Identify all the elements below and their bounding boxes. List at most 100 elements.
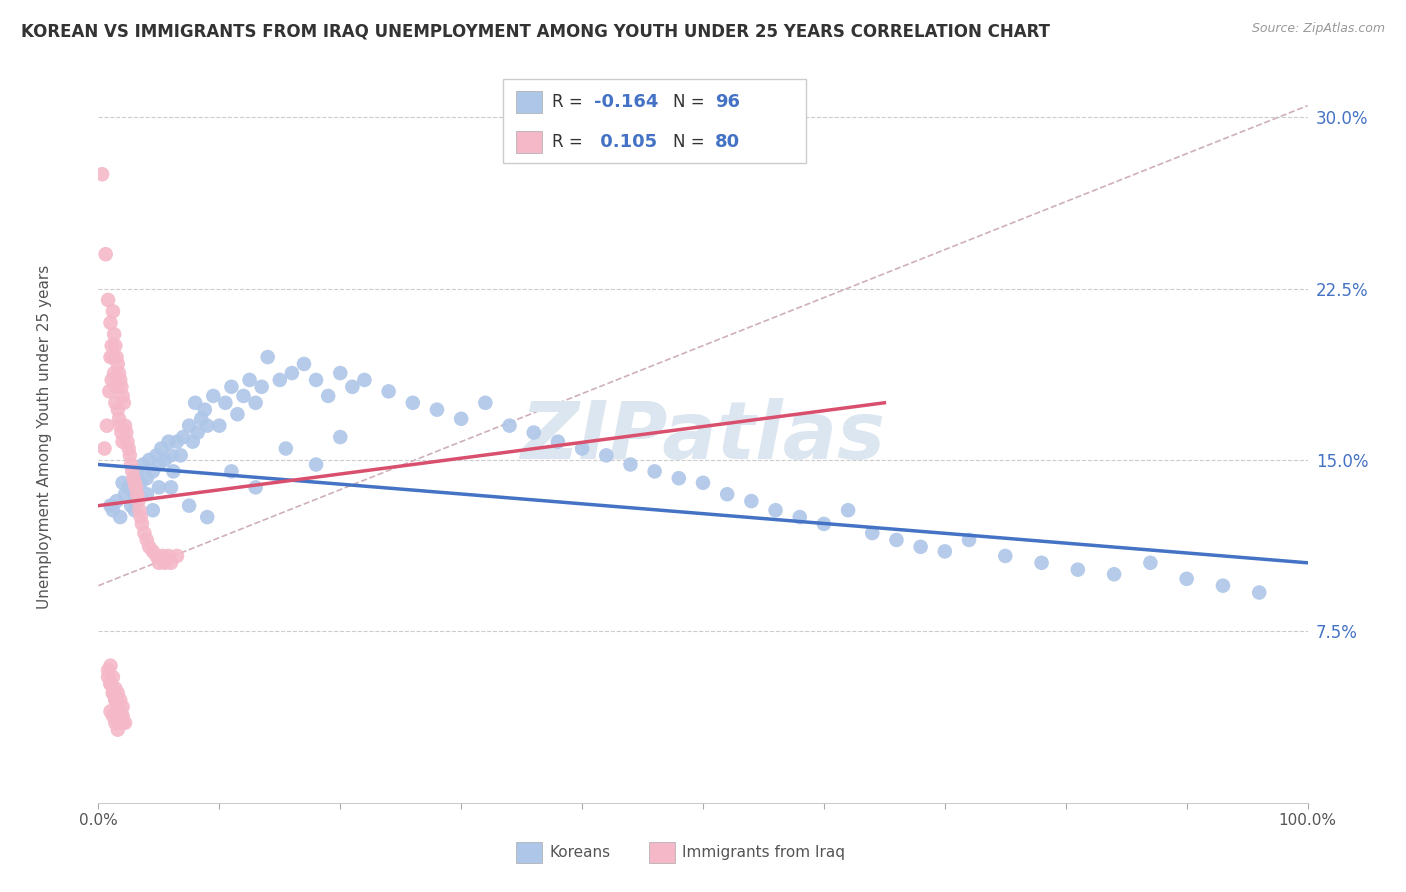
Point (250, 380, 273, 394)
Point (124, 471, 146, 485)
Point (668, 471, 690, 485)
Text: 96: 96 (716, 94, 740, 112)
Point (1102, 567, 1125, 582)
Point (195, 510, 218, 524)
Point (101, 686, 124, 700)
Point (103, 366, 125, 380)
Point (108, 366, 131, 380)
Point (157, 549, 180, 563)
Text: Koreans: Koreans (550, 845, 610, 860)
Point (316, 389, 339, 403)
Point (619, 458, 641, 472)
Point (886, 533, 908, 547)
Point (100, 338, 122, 352)
Point (148, 556, 170, 570)
Point (221, 464, 243, 478)
Point (142, 464, 165, 478)
Point (402, 396, 425, 410)
Point (208, 418, 231, 433)
Text: R =: R = (551, 94, 588, 112)
Point (498, 418, 520, 433)
Point (105, 350, 128, 364)
Point (142, 503, 165, 517)
Point (100, 373, 122, 387)
Point (153, 453, 176, 467)
Point (104, 681, 127, 696)
Point (134, 526, 156, 541)
Point (860, 526, 883, 541)
Point (150, 442, 173, 456)
Point (107, 357, 129, 371)
Point (108, 373, 131, 387)
Point (274, 442, 297, 456)
Point (245, 396, 267, 410)
Point (101, 670, 124, 684)
Text: Immigrants from Iraq: Immigrants from Iraq (682, 845, 845, 860)
Point (104, 396, 127, 410)
Point (1139, 556, 1161, 570)
Point (221, 380, 243, 394)
Point (111, 715, 134, 730)
Point (716, 487, 738, 501)
Point (245, 480, 267, 494)
Point (131, 516, 153, 531)
Point (135, 471, 157, 485)
Point (93, 442, 115, 456)
Point (474, 396, 496, 410)
Point (160, 480, 183, 494)
Point (96, 418, 118, 433)
Point (100, 350, 122, 364)
Point (127, 487, 149, 501)
Point (132, 458, 155, 472)
Text: N =: N = (673, 133, 710, 151)
Point (118, 449, 141, 463)
Point (129, 510, 152, 524)
Point (100, 677, 122, 691)
Point (100, 677, 122, 691)
Point (184, 396, 207, 410)
Point (120, 458, 142, 472)
Point (100, 499, 122, 513)
Point (148, 458, 170, 472)
Point (740, 494, 762, 508)
FancyBboxPatch shape (648, 842, 675, 863)
Point (111, 709, 134, 723)
Point (214, 396, 236, 410)
Point (127, 494, 149, 508)
Point (100, 316, 122, 330)
Text: -0.164: -0.164 (595, 94, 658, 112)
Point (169, 449, 191, 463)
Point (101, 686, 124, 700)
Point (135, 533, 157, 547)
Text: 80: 80 (716, 133, 740, 151)
Point (342, 380, 364, 394)
Point (127, 464, 149, 478)
Point (111, 475, 134, 490)
Point (181, 434, 204, 449)
Point (160, 556, 183, 570)
Point (108, 693, 131, 707)
Point (789, 510, 811, 524)
Point (195, 418, 218, 433)
Point (108, 510, 131, 524)
Point (305, 373, 328, 387)
Point (547, 434, 569, 449)
Point (644, 464, 666, 478)
Point (91, 167, 114, 181)
Point (281, 366, 304, 380)
Point (104, 338, 127, 352)
Point (97, 670, 120, 684)
FancyBboxPatch shape (516, 842, 543, 863)
Point (1249, 585, 1271, 599)
Point (111, 699, 134, 714)
Point (103, 327, 125, 342)
Point (329, 430, 352, 444)
Point (162, 464, 184, 478)
Point (232, 389, 254, 403)
Point (108, 418, 131, 433)
Point (172, 430, 194, 444)
Point (256, 350, 278, 364)
Point (142, 544, 165, 558)
Point (112, 396, 135, 410)
Point (108, 705, 131, 719)
